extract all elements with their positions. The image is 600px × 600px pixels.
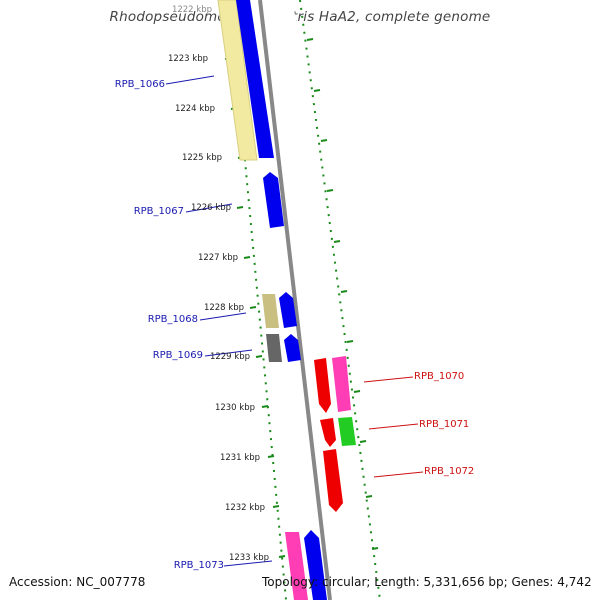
gene-label-rpb1073[interactable]: RPB_1073 <box>174 560 224 571</box>
gene-label-rpb1072[interactable]: RPB_1072 <box>424 466 474 477</box>
gene-rpb1070-red <box>314 358 331 413</box>
gene-rpb1072[interactable] <box>323 449 343 512</box>
gene-rpb1070-pink <box>332 356 351 412</box>
gene-rpb1066-blue <box>236 0 274 158</box>
scale-label-1229: 1229 kbp <box>210 352 250 362</box>
scale-label-1227: 1227 kbp <box>198 253 238 263</box>
gene-rpb1073[interactable] <box>285 530 327 600</box>
right-leaders <box>363 376 424 478</box>
map-title: Rhodopseudomonas palustris HaA2, complet… <box>109 9 491 25</box>
scale-label-1230: 1230 kbp <box>215 403 255 413</box>
gene-rpb1068-blue <box>279 292 297 328</box>
gene-label-rpb1069[interactable]: RPB_1069 <box>153 350 203 361</box>
scale-label-1233: 1233 kbp <box>229 553 269 563</box>
gene-label-rpb1066[interactable]: RPB_1066 <box>115 79 165 90</box>
gene-rpb1066-yellow <box>217 0 258 161</box>
topology-text: Topology: circular; Length: 5,331,656 bp… <box>262 575 592 589</box>
scale-label-1231: 1231 kbp <box>220 453 260 463</box>
gene-label-rpb1070[interactable]: RPB_1070 <box>414 371 464 382</box>
gene-rpb1071[interactable] <box>320 417 356 447</box>
scale-label-1224: 1224 kbp <box>175 104 215 114</box>
right-dotted-line <box>299 0 381 600</box>
gene-rpb1070[interactable] <box>314 356 351 413</box>
gene-rpb1068[interactable] <box>262 292 297 328</box>
scale-labels: 1222 kbp 1223 kbp 1224 kbp 1225 kbp 1226… <box>168 5 269 563</box>
scale-label-1223: 1223 kbp <box>168 54 208 64</box>
gene-labels-right: RPB_1070 RPB_1071 RPB_1072 <box>414 371 474 477</box>
gene-rpb1069-blue <box>284 334 301 362</box>
gene-rpb1067[interactable] <box>263 172 284 228</box>
scale-label-1222: 1222 kbp <box>172 5 212 15</box>
gene-label-rpb1071[interactable]: RPB_1071 <box>419 419 469 430</box>
left-leaders <box>165 75 273 567</box>
right-ticks <box>306 38 379 550</box>
gene-rpb1068-olive <box>262 294 279 328</box>
gene-rpb1073-pink <box>285 532 308 600</box>
gene-rpb1069[interactable] <box>266 334 301 362</box>
accession-text: Accession: NC_007778 <box>9 575 146 589</box>
gene-label-rpb1067[interactable]: RPB_1067 <box>134 206 184 217</box>
gene-labels-left: RPB_1066 RPB_1067 RPB_1068 RPB_1069 RPB_… <box>115 79 224 571</box>
scale-label-1226: 1226 kbp <box>191 203 231 213</box>
scale-label-1232: 1232 kbp <box>225 503 265 513</box>
gene-rpb1071-green <box>338 417 356 446</box>
scale-label-1228: 1228 kbp <box>204 303 244 313</box>
gene-rpb1073-blue <box>304 530 327 600</box>
gene-rpb1071-red <box>320 418 336 447</box>
backbone-line <box>258 0 332 600</box>
gene-rpb1069-gray <box>266 334 282 362</box>
gene-rpb1066[interactable] <box>217 0 274 161</box>
scale-label-1225: 1225 kbp <box>182 153 222 163</box>
gene-label-rpb1068[interactable]: RPB_1068 <box>148 314 198 325</box>
